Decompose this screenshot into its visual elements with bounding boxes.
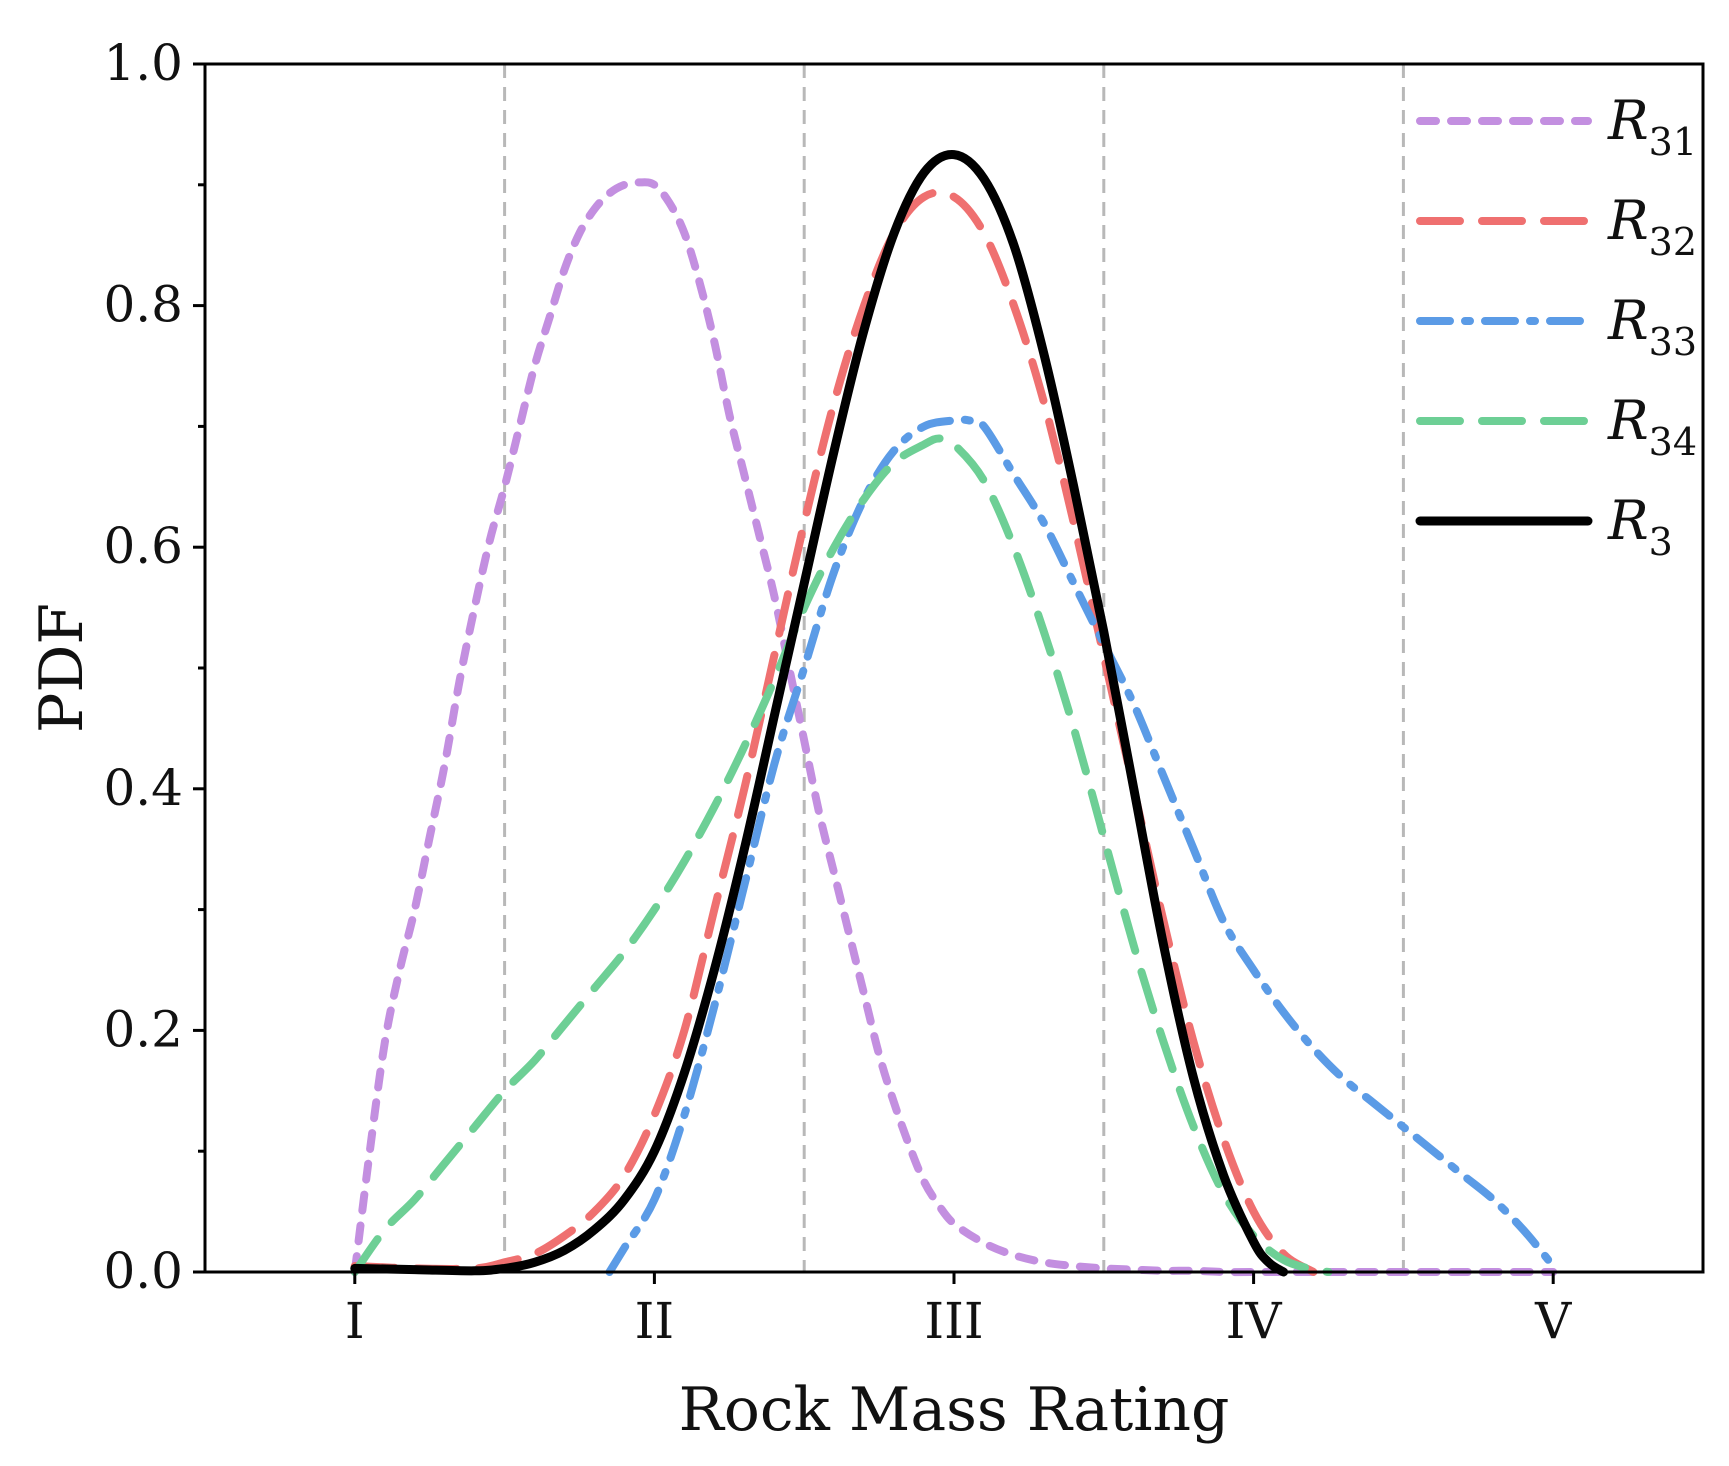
series-layer	[350, 150, 1558, 1277]
series-line-r34	[350, 434, 1333, 1276]
legend-label-r33: R33	[1607, 289, 1697, 364]
x-tick-label: V	[1534, 1292, 1572, 1350]
series-line-r3	[350, 150, 1289, 1277]
legend-label-subscript: 34	[1649, 420, 1697, 464]
y-tick-label: 0.8	[103, 276, 183, 334]
x-tick-label: I	[345, 1292, 365, 1350]
x-tick-label: II	[635, 1292, 675, 1350]
legend-label-r3: R3	[1607, 489, 1673, 564]
series-line-r31	[350, 178, 1558, 1277]
y-tick-label: 0.6	[103, 517, 183, 575]
series-line-r33	[605, 415, 1558, 1276]
ticks-layer: 0.00.20.40.60.81.0I II III IV V	[103, 34, 1572, 1350]
x-axis-label: Rock Mass Rating	[679, 1375, 1230, 1445]
x-tick-label: III	[924, 1292, 983, 1350]
x-tick-label: IV	[1226, 1292, 1283, 1350]
y-tick-label: 0.0	[103, 1242, 183, 1300]
y-tick-label: 1.0	[103, 34, 183, 92]
legend-label-r34: R34	[1607, 389, 1697, 464]
legend-label-base: R	[1607, 89, 1649, 152]
legend-label-r31: R31	[1607, 89, 1697, 164]
grid-layer	[503, 64, 1405, 1272]
legend-label-subscript: 31	[1649, 120, 1697, 164]
y-tick-label: 0.4	[103, 759, 183, 817]
legend-label-base: R	[1607, 189, 1649, 252]
legend-label-subscript: 32	[1649, 220, 1697, 264]
legend-label-r32: R32	[1607, 189, 1697, 264]
series-line-r32	[350, 188, 1318, 1276]
legend-label-subscript: 3	[1649, 520, 1673, 564]
plot-frame	[203, 62, 1705, 1274]
legend-label-base: R	[1607, 489, 1649, 552]
legend-label-base: R	[1607, 289, 1649, 352]
y-tick-label: 0.2	[103, 1000, 183, 1058]
legend-label-subscript: 33	[1649, 320, 1697, 364]
y-axis-label: PDF	[27, 603, 97, 733]
legend-label-base: R	[1607, 389, 1649, 452]
